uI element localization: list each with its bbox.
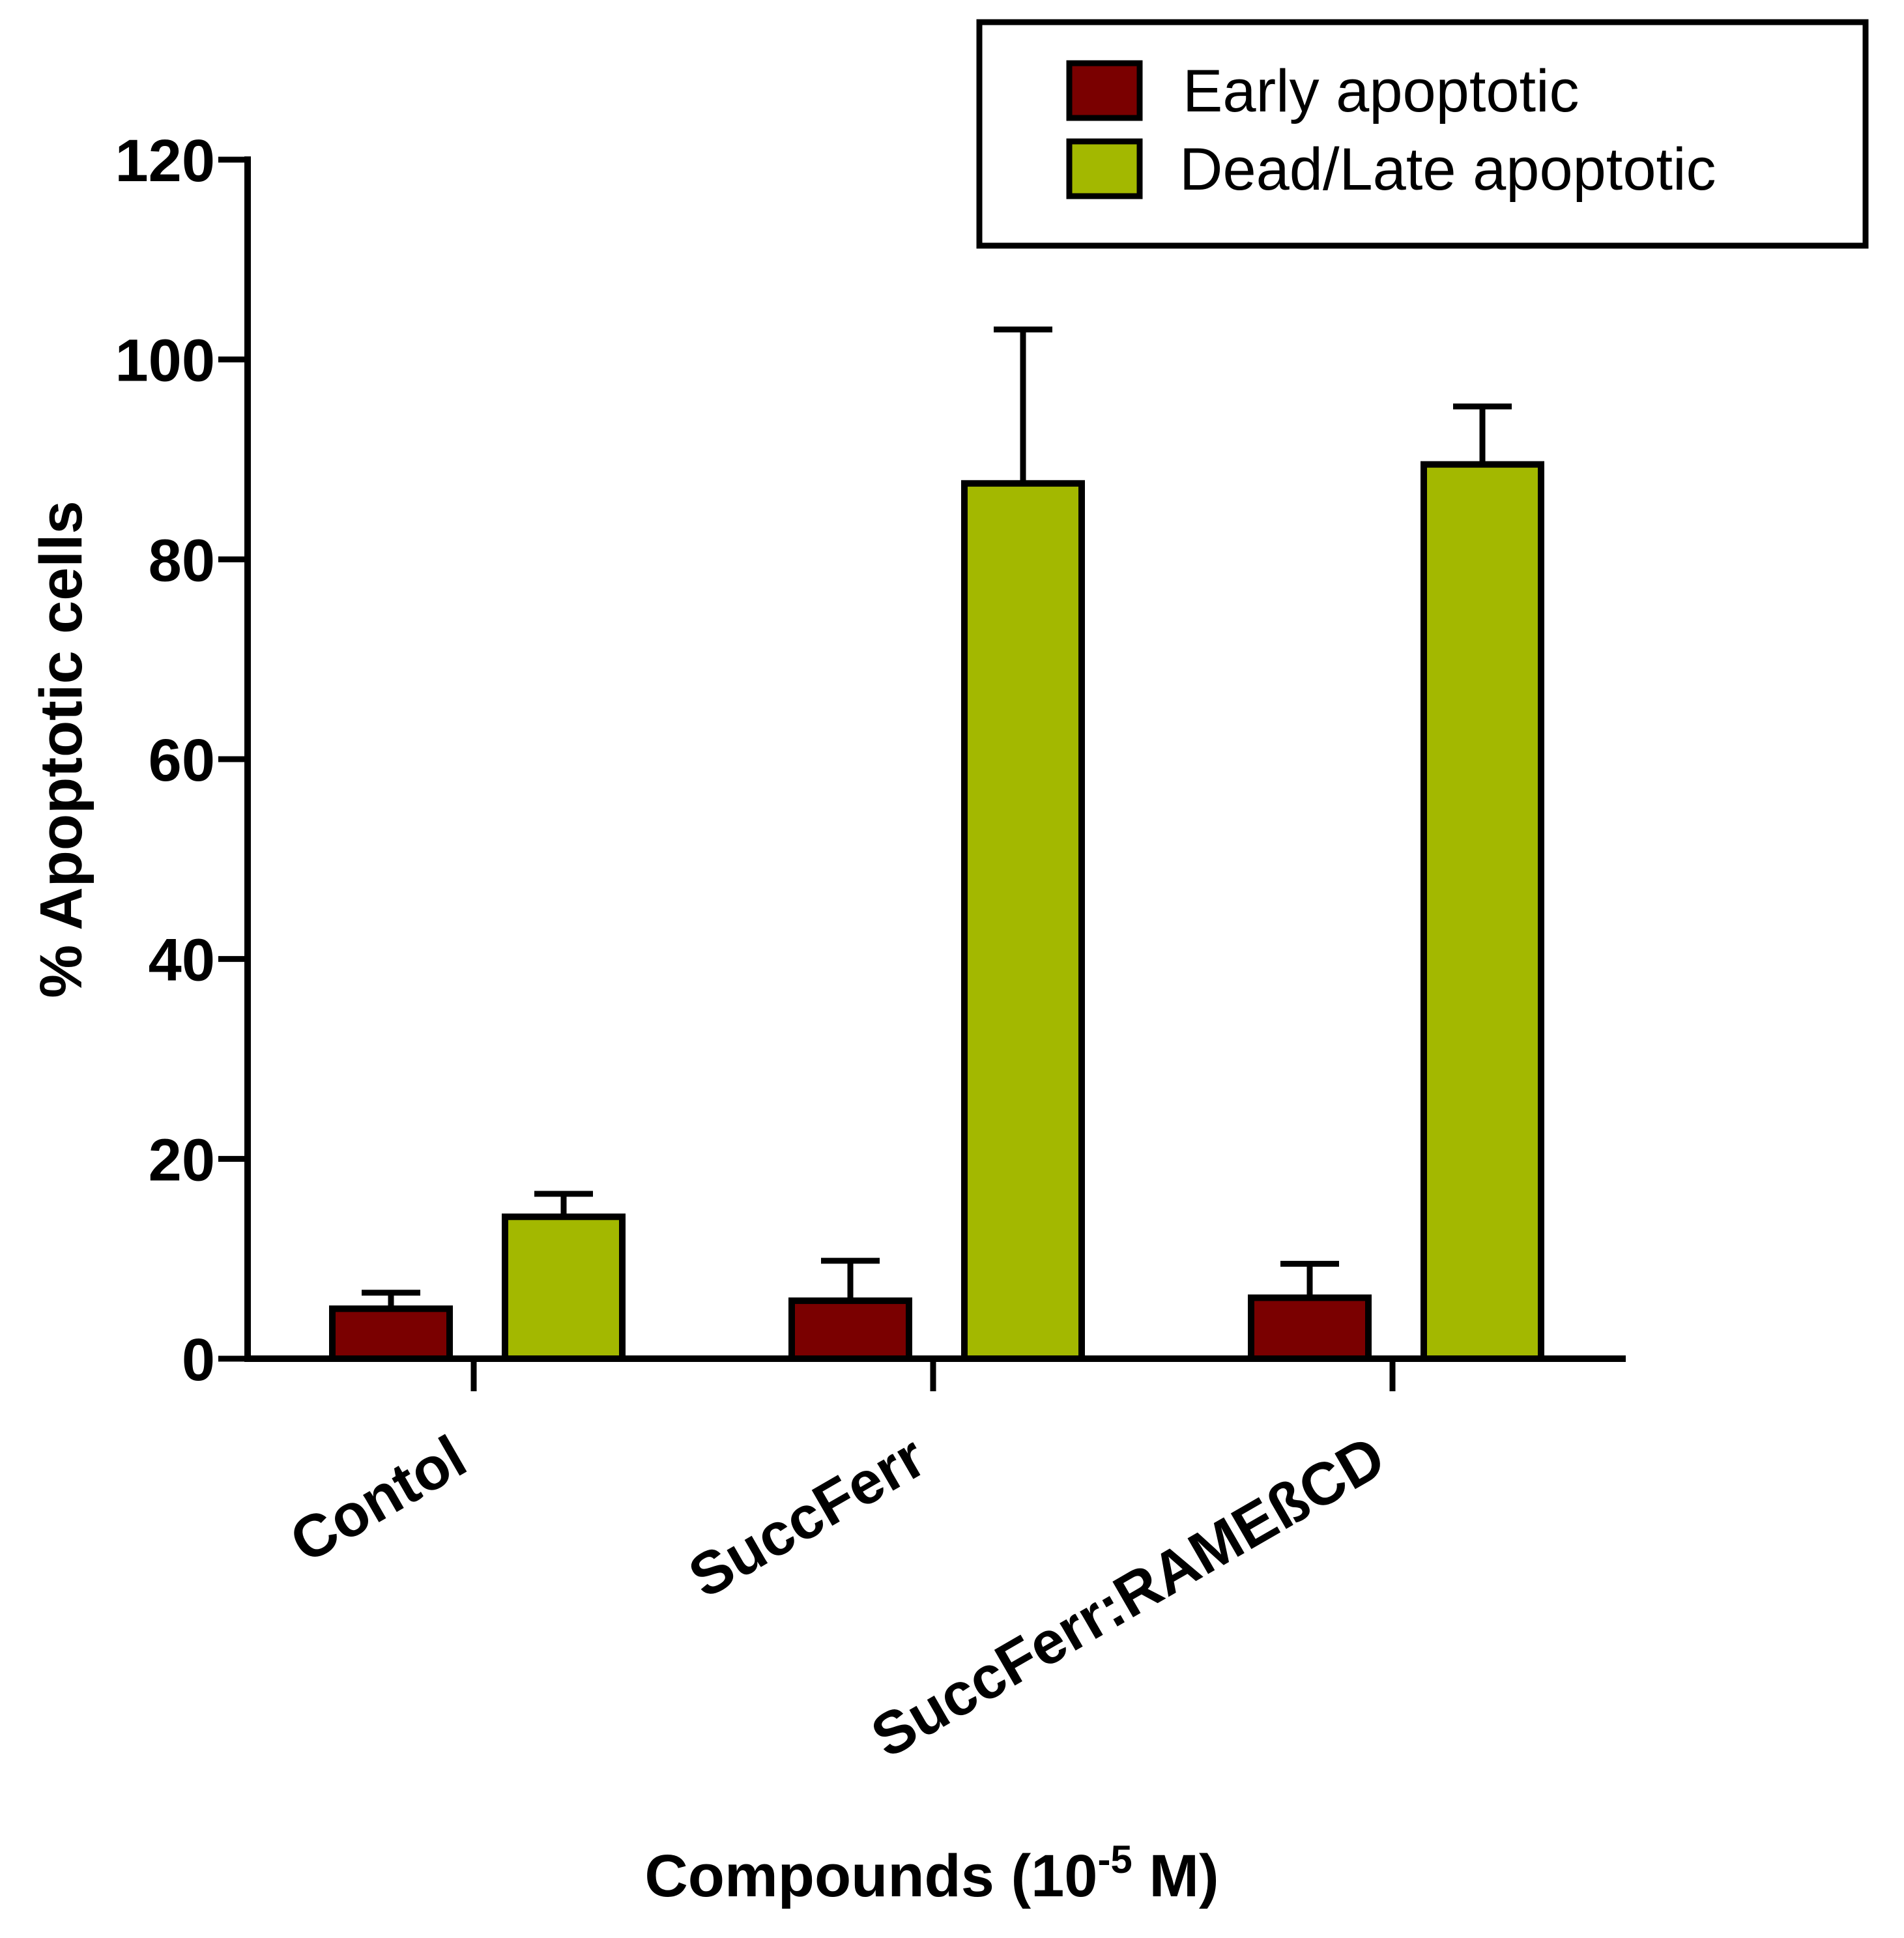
bar-2-0 [1248, 1294, 1372, 1363]
x-category-label-0: Contol [280, 1423, 477, 1576]
x-category-label-1: SuccFerr [678, 1423, 936, 1611]
y-tick-label-3: 60 [149, 727, 215, 794]
x-category-label-2: SuccFerr:RAMEßCD [861, 1423, 1396, 1771]
y-tick-label-6: 120 [115, 128, 216, 194]
y-tick-label-2: 40 [149, 927, 215, 994]
legend-swatch-late [1066, 138, 1143, 199]
bar-2-1 [1421, 461, 1544, 1363]
legend-label-early: Early apoptotic [1183, 58, 1579, 124]
y-tick-label-4: 80 [149, 527, 215, 594]
legend-label-late: Dead/Late apoptotic [1179, 136, 1716, 203]
x-axis-title-superscript: -5 [1097, 1838, 1132, 1881]
chart-marks: 0 20 40 60 80 100 120 Contol SuccFerrSuccFerr:RA… [115, 128, 1626, 1771]
legend-box [976, 19, 1869, 249]
x-axis-title-main: Compounds (10 [644, 1843, 1097, 1909]
y-tick-label-5: 100 [115, 328, 216, 394]
x-axis-title-unit: M) [1132, 1843, 1219, 1909]
bar-0-1 [502, 1213, 626, 1363]
bar-1-1 [961, 480, 1085, 1362]
y-tick-label-1: 20 [149, 1127, 215, 1193]
y-axis-title: % Apoptotic cells [28, 500, 94, 998]
bar-0-0 [329, 1305, 453, 1363]
y-tick-label-0: 0 [182, 1327, 215, 1393]
bar-1-0 [788, 1297, 912, 1362]
legend-swatch-early [1066, 60, 1143, 121]
x-axis-title: Compounds (10-5 M) [644, 1838, 1219, 1909]
legend: Early apoptotic Dead/Late apoptotic [976, 19, 1869, 249]
